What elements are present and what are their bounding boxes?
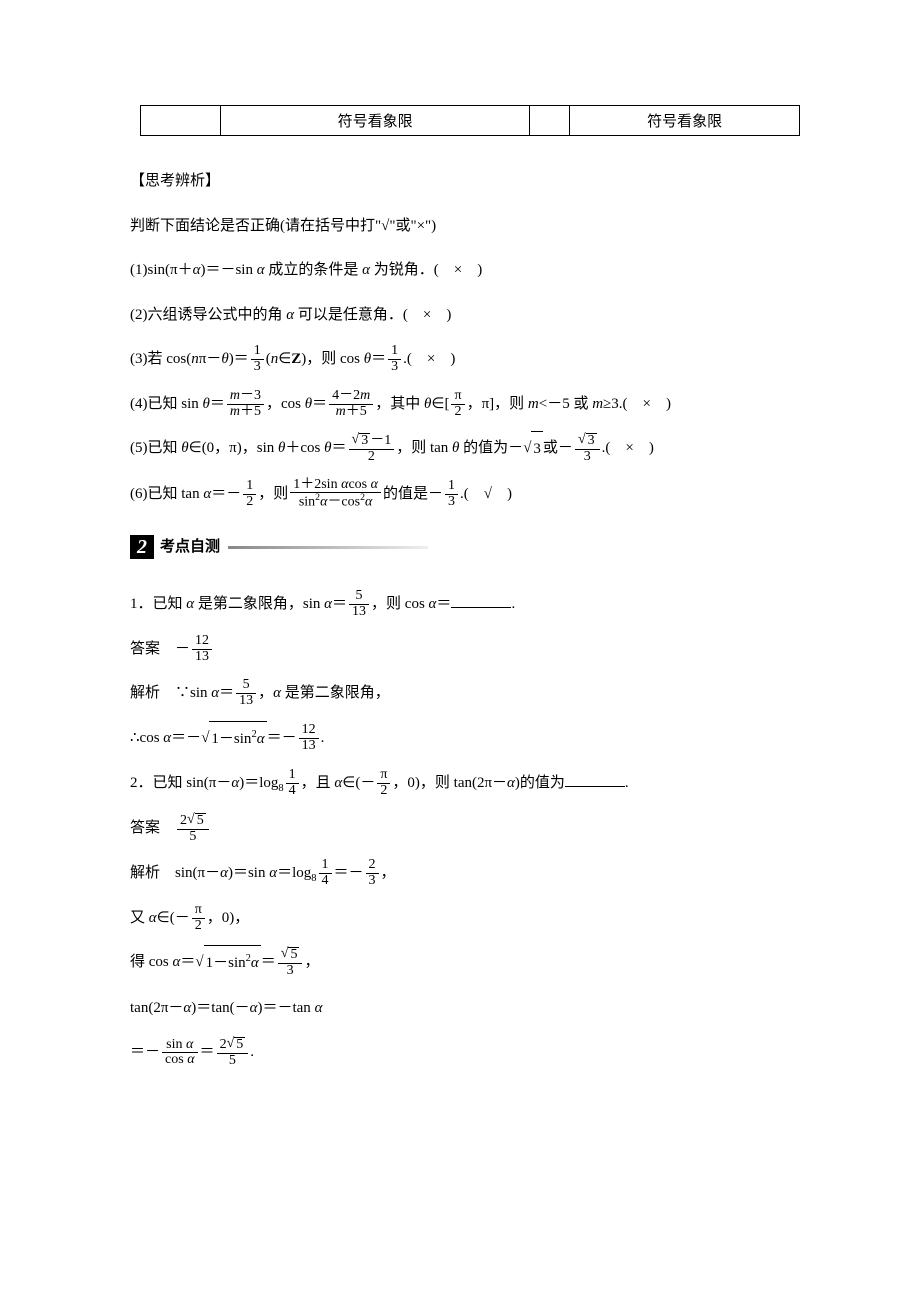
table-cell (530, 106, 570, 136)
section-number-box: 2 (130, 535, 154, 559)
analysis-title: 【思考辨析】 (130, 164, 830, 199)
content: 【思考辨析】 判断下面结论是否正确(请在括号中打"√"或"×") (1)sin(… (130, 164, 830, 1070)
analysis-item-5: (5)已知 θ∈(0，π)，sin θ＋cos θ＝√3－12，则 tan θ … (130, 431, 830, 467)
section-label: 考点自测 (160, 536, 220, 559)
page: 符号看象限 符号看象限 【思考辨析】 判断下面结论是否正确(请在括号中打"√"或… (0, 105, 920, 1120)
section-2-header: 2 考点自测 (130, 535, 830, 559)
analysis-item-6: (6)已知 tan α＝－12，则1＋2sin αcos αsin2α－cos2… (130, 477, 830, 512)
section-rule (228, 546, 428, 549)
q1-jiexi-1: 解析 ∵sin α＝513，α 是第二象限角， (130, 676, 830, 711)
analysis-item-1: (1)sin(π＋α)＝－sin α 成立的条件是 α 为锐角．( × ) (130, 253, 830, 288)
q2-stem: 2．已知 sin(π－α)＝log814，且 α∈(－π2，0)，则 tan(2… (130, 766, 830, 801)
table-cell: 符号看象限 (220, 106, 530, 136)
analysis-item-3: (3)若 cos(nπ－θ)＝13(n∈Z)，则 cos θ＝13.( × ) (130, 342, 830, 377)
q1-answer: 答案 －1213 (130, 632, 830, 667)
q2-jiexi-4: tan(2π－α)＝tan(－α)＝－tan α (130, 991, 830, 1026)
analysis-intro: 判断下面结论是否正确(请在括号中打"√"或"×") (130, 209, 830, 244)
analysis-item-2: (2)六组诱导公式中的角 α 可以是任意角．( × ) (130, 298, 830, 333)
q2-jiexi-1: 解析 sin(π－α)＝sin α＝log814＝－23， (130, 856, 830, 891)
top-table: 符号看象限 符号看象限 (140, 105, 800, 136)
q2-jiexi-2: 又 α∈(－π2，0)， (130, 901, 830, 936)
analysis-item-4: (4)已知 sin θ＝m－3m＋5，cos θ＝4－2mm＋5，其中 θ∈[π… (130, 387, 830, 422)
q2-jiexi-3: 得 cos α＝√1－sin2α＝√53， (130, 945, 830, 981)
table-cell (141, 106, 221, 136)
q1-stem: 1．已知 α 是第二象限角，sin α＝513，则 cos α＝. (130, 587, 830, 622)
q2-answer: 答案 2√55 (130, 811, 830, 846)
table-cell: 符号看象限 (570, 106, 800, 136)
q1-jiexi-2: ∴cos α＝－√1－sin2α＝－1213. (130, 721, 830, 757)
q2-jiexi-5: ＝－sin αcos α＝2√55. (130, 1035, 830, 1070)
